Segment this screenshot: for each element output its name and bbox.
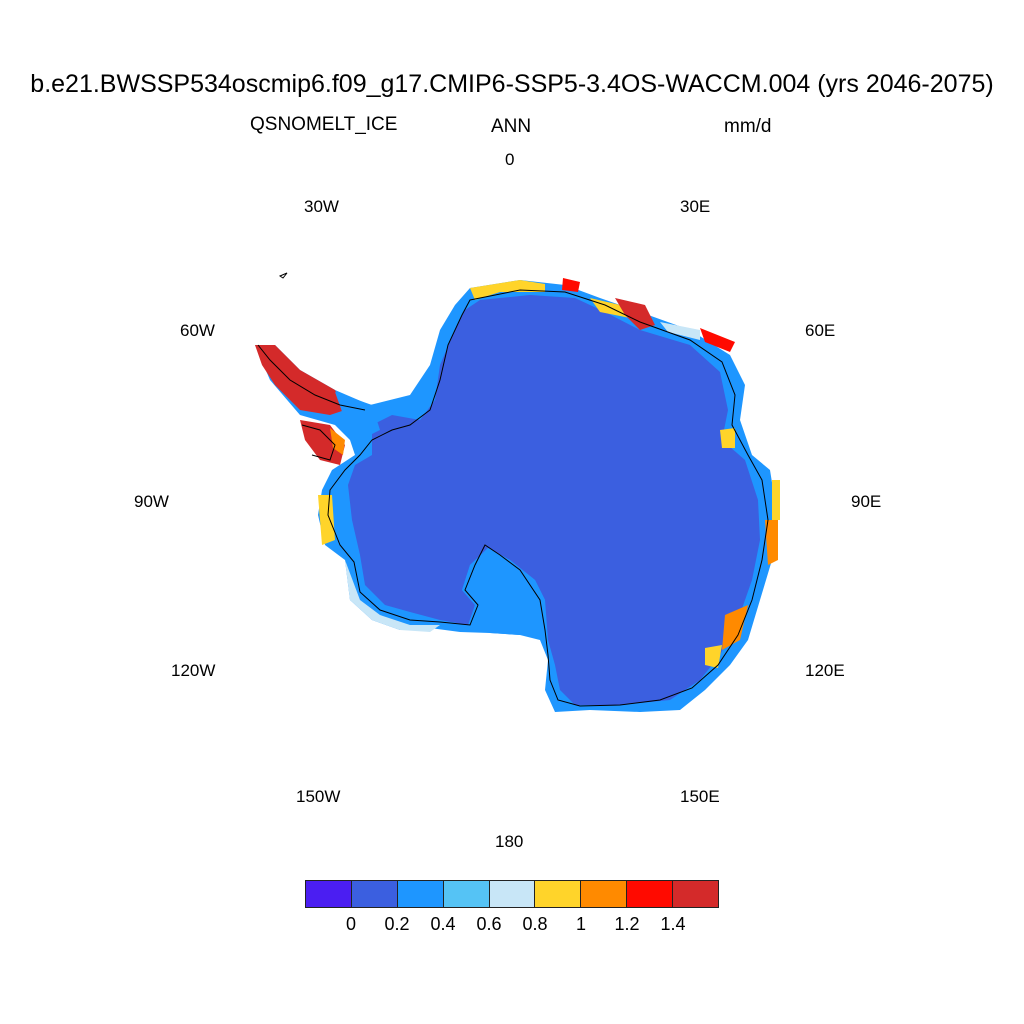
- lon-label-120e: 120E: [805, 661, 845, 680]
- colorbar-box-1: [351, 881, 398, 907]
- island-outline: [278, 272, 288, 279]
- coast-red-ne: [615, 298, 655, 330]
- coast-yellow-e: [720, 428, 735, 448]
- lon-label-120w: 120W: [171, 661, 216, 680]
- coast-yellow-top: [470, 280, 545, 300]
- coastline: [327, 289, 769, 707]
- peninsula-yellow: [318, 495, 335, 545]
- colorbar-box-2: [397, 881, 444, 907]
- colorbar-tick-label: 0.8: [522, 914, 548, 934]
- lon-label-90e: 90E: [851, 492, 882, 511]
- ice-sheet-interior: [348, 295, 760, 705]
- colorbar-tick-label: 1: [575, 914, 587, 934]
- colorbar-tick-label: 0.6: [476, 914, 502, 934]
- lon-label-0: 0: [505, 150, 515, 169]
- coastal-pale-band: [345, 560, 440, 632]
- variable-name: QSNOMELT_ICE: [250, 114, 398, 135]
- peninsula-blue: [335, 392, 380, 440]
- colorbar: [305, 880, 719, 908]
- colorbar-box-7: [627, 881, 674, 907]
- colorbar-box-8: [673, 881, 719, 907]
- season-label: ANN: [491, 116, 532, 137]
- coast-yellow-e2: [772, 480, 780, 520]
- colorbar-box-3: [443, 881, 490, 907]
- coast-orange-se: [722, 605, 748, 650]
- ross-shelf: [462, 548, 545, 635]
- coast-pale-ne: [660, 322, 700, 340]
- lon-label-60w: 60W: [180, 321, 215, 340]
- coast-yellow-se: [705, 645, 722, 668]
- colorbar-tick-label: 0: [345, 914, 357, 934]
- lon-label-30e: 30E: [680, 197, 711, 216]
- colorbar-tick-label: 1.2: [614, 914, 640, 934]
- lon-label-60e: 60E: [805, 321, 836, 340]
- map-title: b.e21.BWSSP534oscmip6.f09_g17.CMIP6-SSP5…: [30, 70, 994, 98]
- lon-label-30w: 30W: [304, 197, 339, 216]
- colorbar-box-6: [581, 881, 628, 907]
- antarctic-peninsula: [255, 345, 345, 415]
- lon-label-150w: 150W: [296, 787, 341, 806]
- coast-orange-e: [765, 520, 778, 565]
- coast-red-ne2: [700, 328, 735, 352]
- colorbar-box-0: [306, 881, 352, 907]
- colorbar-box-4: [489, 881, 536, 907]
- colorbar-tick-label: 1.4: [660, 914, 686, 934]
- lon-label-90w: 90W: [134, 492, 169, 511]
- peninsula-coastline: [257, 344, 366, 461]
- colorbar-tick-label: 0.4: [430, 914, 456, 934]
- lon-label-150e: 150E: [680, 787, 720, 806]
- coast-red-top: [562, 278, 580, 292]
- lon-label-180: 180: [495, 832, 524, 851]
- colorbar-box-5: [535, 881, 582, 907]
- units-label: mm/d: [724, 116, 772, 137]
- colorbar-tick-label: 0.2: [384, 914, 410, 934]
